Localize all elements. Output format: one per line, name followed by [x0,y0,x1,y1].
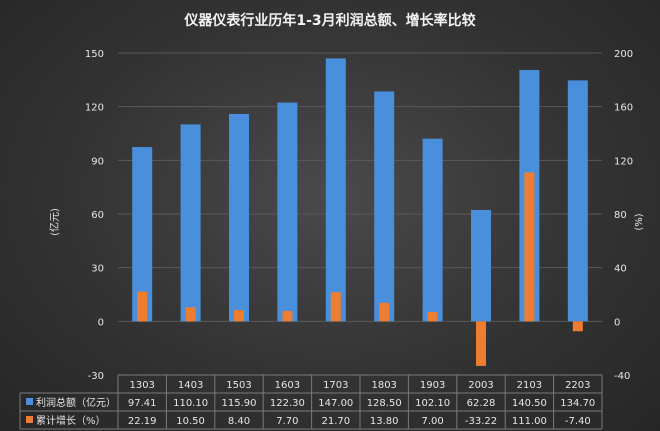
legend-label-growth: 累计增长（%） [36,414,106,427]
y-right-tick-label: 80 [614,210,627,221]
bar-profit [422,138,443,322]
y-right-tick-label: 120 [614,156,633,167]
profit-value-label: 147.00 [318,398,353,409]
growth-value-label: 10.50 [176,416,205,427]
bar-profit [277,102,298,322]
y-right-tick-label: 40 [614,264,627,275]
y-right-axis-label: (%) [634,213,645,230]
bar-growth [330,292,341,322]
bar-profit [471,209,491,322]
y-left-tick-label: 120 [85,103,104,114]
bar-growth [282,311,293,322]
growth-value-label: 7.00 [421,416,443,427]
y-left-tick-label: -30 [88,371,104,382]
y-right-tick-label: 200 [614,49,633,60]
profit-value-label: 115.90 [222,398,257,409]
bar-growth [427,311,438,322]
bar-growth [379,302,390,322]
category-label: 2203 [565,380,590,391]
bar-growth [137,291,148,322]
legend-swatch-growth [26,416,33,423]
bar-profit [229,114,249,322]
category-label: 1903 [420,380,445,391]
profit-value-label: 134.70 [560,398,595,409]
bar-profit [180,124,201,322]
growth-value-label: 111.00 [512,416,547,427]
category-label: 2003 [468,380,493,391]
growth-value-label: 13.80 [370,416,399,427]
bar-profit [374,91,395,322]
y-right-tick-label: 0 [614,317,620,328]
bar-growth [476,321,486,366]
y-right-tick-label: 160 [614,103,633,114]
profit-value-label: 110.10 [173,398,208,409]
y-left-tick-label: 60 [91,210,104,221]
category-label: 2103 [517,380,542,391]
y-right-tick-label: -40 [614,371,630,382]
bar-profit [325,58,346,322]
y-left-axis-label: (亿元) [48,208,61,236]
y-left-tick-label: 150 [85,49,104,60]
bar-growth [234,310,244,322]
category-label: 1503 [226,380,251,391]
profit-value-label: 102.10 [415,398,450,409]
legend-swatch-profit [26,398,33,405]
bar-growth [524,172,535,322]
growth-value-label: 21.70 [321,416,350,427]
profit-value-label: 122.30 [270,398,305,409]
growth-value-label: -7.40 [565,416,591,427]
growth-value-label: 22.19 [128,416,157,427]
category-label: 1303 [129,380,154,391]
chart-title: 仪器仪表行业历年1-3月利润总额、增长率比较 [183,12,475,29]
category-label: 1703 [323,380,348,391]
y-left-tick-label: 30 [91,264,104,275]
growth-value-label: 8.40 [228,416,250,427]
profit-value-label: 140.50 [512,398,547,409]
y-left-tick-label: 0 [98,317,104,328]
category-label: 1803 [371,380,396,391]
profit-value-label: 128.50 [367,398,402,409]
growth-value-label: -33.22 [465,416,497,427]
y-left-tick-label: 90 [91,156,104,167]
profit-value-label: 62.28 [467,398,496,409]
growth-value-label: 7.70 [276,416,298,427]
legend-label-profit: 利润总额（亿元） [36,396,116,409]
bar-profit [567,80,588,322]
bar-growth [572,321,583,332]
category-label: 1603 [275,380,300,391]
bar-growth [185,307,196,322]
profit-value-label: 97.41 [128,398,157,409]
bar-profit [132,147,153,322]
category-label: 1403 [178,380,203,391]
